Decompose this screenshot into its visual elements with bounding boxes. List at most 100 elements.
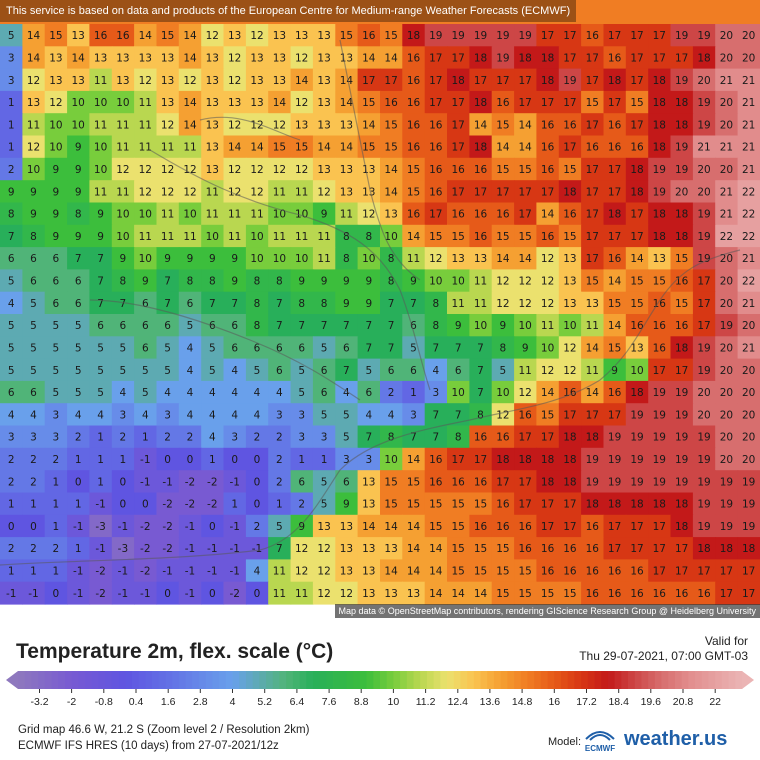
temperature-cell bbox=[424, 559, 448, 583]
temperature-value: 13 bbox=[139, 53, 152, 65]
scale-segment bbox=[661, 671, 669, 689]
scale-segment bbox=[440, 671, 448, 689]
temperature-cell bbox=[67, 403, 91, 427]
brand-logo[interactable]: weather.us bbox=[624, 728, 728, 750]
temperature-cell bbox=[625, 202, 649, 226]
temperature-value: 16 bbox=[541, 142, 555, 154]
temperature-cell bbox=[335, 403, 359, 427]
temperature-value: 17 bbox=[630, 543, 643, 555]
temperature-cell bbox=[402, 224, 426, 248]
temperature-value: 10 bbox=[139, 209, 152, 221]
temperature-cell bbox=[201, 470, 225, 494]
temperature-cell bbox=[558, 403, 582, 427]
temperature-cell bbox=[335, 202, 359, 226]
temperature-cell bbox=[581, 46, 605, 70]
temperature-value: 18 bbox=[630, 164, 643, 176]
temperature-value: 6 bbox=[388, 365, 395, 377]
map-canvas[interactable]: 5 14 15 13 16 16 14 15 14 12 13 12 13 13 13 15 16 15 18 19 1… bbox=[0, 0, 760, 618]
temperature-value: 18 bbox=[519, 454, 532, 466]
temperature-value: -3 bbox=[95, 521, 105, 533]
temperature-cell bbox=[424, 269, 448, 293]
temperature-map[interactable]: 5 14 15 13 16 16 14 15 14 12 13 12 13 13 13 15 16 15 18 19 1… bbox=[0, 0, 760, 618]
temperature-value: 9 bbox=[343, 298, 350, 310]
temperature-cell bbox=[625, 581, 649, 605]
temperature-cell bbox=[491, 358, 515, 382]
temperature-cell bbox=[603, 447, 627, 471]
temperature-value: 7 bbox=[455, 343, 462, 355]
temperature-cell bbox=[223, 269, 247, 293]
temperature-cell bbox=[111, 380, 135, 404]
temperature-value: 19 bbox=[608, 476, 621, 488]
temperature-value: 9 bbox=[365, 276, 372, 288]
temperature-cell bbox=[715, 581, 739, 605]
temperature-cell bbox=[223, 247, 247, 270]
temperature-value: 14 bbox=[429, 566, 443, 578]
temperature-cell bbox=[715, 358, 739, 382]
temperature-cell bbox=[424, 380, 448, 404]
temperature-cell bbox=[491, 380, 515, 404]
temperature-value: 9 bbox=[75, 142, 82, 154]
temperature-value: 17 bbox=[452, 53, 465, 65]
temperature-value: 16 bbox=[429, 454, 443, 466]
temperature-cell bbox=[625, 135, 649, 159]
temperature-value: 7 bbox=[164, 276, 171, 288]
temperature-cell bbox=[625, 514, 649, 538]
temperature-cell bbox=[737, 425, 760, 449]
temperature-value: 16 bbox=[474, 432, 488, 444]
temperature-value: 2 bbox=[8, 543, 15, 555]
temperature-value: 15 bbox=[362, 142, 375, 154]
scale-segment bbox=[607, 671, 616, 689]
temperature-value: 17 bbox=[675, 365, 688, 377]
temperature-value: 17 bbox=[653, 30, 666, 42]
temperature-cell bbox=[514, 24, 538, 47]
temperature-cell bbox=[0, 336, 23, 360]
temperature-value: 13 bbox=[362, 164, 375, 176]
temperature-cell bbox=[67, 90, 91, 114]
temperature-cell bbox=[692, 447, 716, 471]
temperature-cell bbox=[469, 24, 493, 47]
temperature-cell bbox=[737, 470, 760, 494]
temperature-value: 17 bbox=[452, 186, 465, 198]
temperature-cell bbox=[514, 358, 538, 382]
temperature-cell bbox=[424, 447, 448, 471]
temperature-value: 20 bbox=[742, 387, 755, 399]
temperature-cell bbox=[536, 24, 560, 47]
temperature-cell bbox=[156, 380, 180, 404]
temperature-cell bbox=[178, 291, 202, 315]
temperature-value: 14 bbox=[384, 164, 398, 176]
temperature-value: 4 bbox=[254, 566, 261, 578]
temperature-value: 5 bbox=[75, 320, 82, 332]
scale-segment bbox=[225, 671, 233, 689]
temperature-cell bbox=[670, 90, 694, 114]
temperature-value: 11 bbox=[139, 119, 152, 131]
temperature-cell bbox=[715, 46, 739, 70]
temperature-cell bbox=[22, 403, 46, 427]
temperature-value: 16 bbox=[630, 588, 644, 600]
temperature-cell bbox=[491, 559, 515, 583]
temperature-value: 20 bbox=[720, 276, 733, 288]
temperature-cell bbox=[134, 247, 158, 270]
temperature-cell bbox=[111, 314, 135, 337]
temperature-cell bbox=[312, 180, 336, 204]
temperature-cell bbox=[290, 202, 314, 226]
temperature-value: 17 bbox=[653, 365, 666, 377]
temperature-value: 13 bbox=[384, 588, 397, 600]
temperature-value: 15 bbox=[384, 119, 397, 131]
temperature-value: 12 bbox=[340, 588, 353, 600]
temperature-value: 1 bbox=[30, 499, 37, 511]
temperature-value: 12 bbox=[317, 186, 330, 198]
temperature-cell bbox=[89, 291, 113, 315]
temperature-cell bbox=[558, 24, 582, 47]
temperature-cell bbox=[156, 358, 180, 382]
scale-segment bbox=[634, 671, 642, 689]
temperature-value: 20 bbox=[697, 186, 710, 198]
temperature-cell bbox=[380, 202, 403, 226]
model-info: ECMWF IFS HRES (10 days) from 27-07-2021… bbox=[18, 740, 279, 752]
temperature-value: 20 bbox=[720, 343, 733, 355]
temperature-cell bbox=[335, 135, 359, 159]
temperature-value: 18 bbox=[586, 432, 599, 444]
temperature-cell bbox=[312, 380, 336, 404]
temperature-cell bbox=[0, 90, 23, 114]
temperature-value: 11 bbox=[273, 566, 286, 578]
scale-label: 2.8 bbox=[193, 696, 208, 708]
